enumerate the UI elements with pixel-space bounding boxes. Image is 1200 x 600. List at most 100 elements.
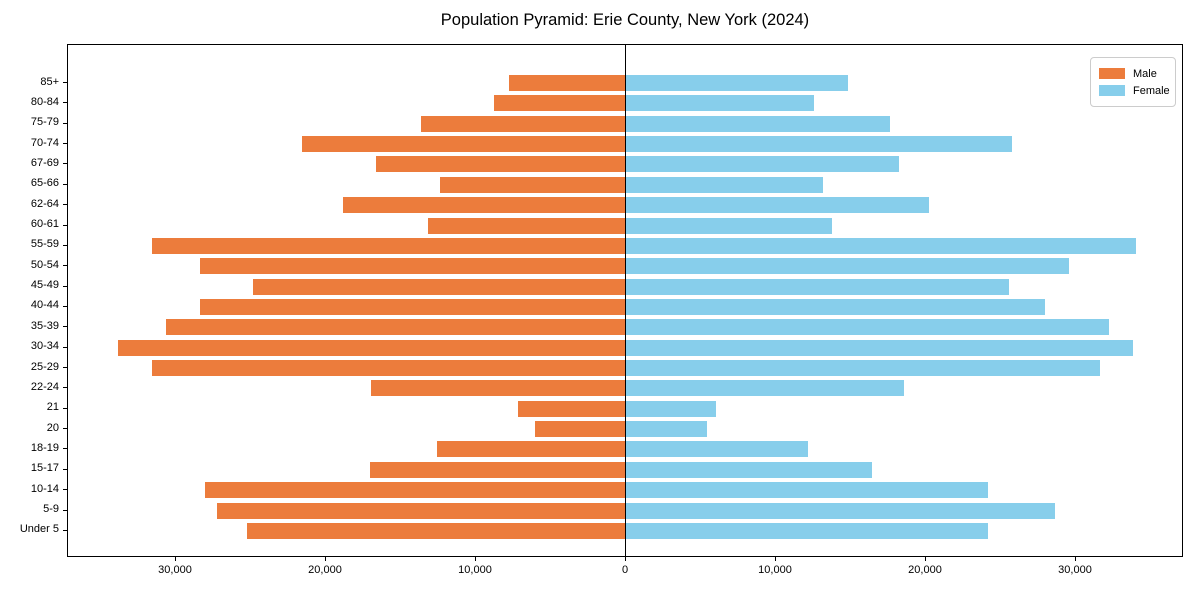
x-tick-10,000 <box>775 557 776 561</box>
female-bar-10-14 <box>626 482 988 499</box>
male-bar-Under 5 <box>246 522 626 539</box>
male-bar-22-24 <box>371 380 626 397</box>
x-label-30,000: 30,000 <box>158 564 192 576</box>
male-bar-65-66 <box>440 176 626 193</box>
legend-row-male: Male <box>1099 65 1167 82</box>
chart-title: Population Pyramid: Erie County, New Yor… <box>440 11 810 29</box>
female-bar-70-74 <box>626 136 1012 153</box>
female-bar-67-69 <box>626 156 899 173</box>
female-bar-35-39 <box>626 319 1109 336</box>
y-label-18-19: 18-19 <box>30 441 59 454</box>
y-tick-5-9 <box>63 509 67 511</box>
x-tick-10,000 <box>475 557 476 561</box>
y-tick-Under 5 <box>63 529 67 531</box>
y-tick-35-39 <box>63 326 67 328</box>
x-tick-20,000 <box>325 557 326 561</box>
male-bar-21 <box>518 400 626 417</box>
y-tick-50-54 <box>63 265 67 267</box>
female-bar-50-54 <box>626 258 1069 275</box>
female-bar-15-17 <box>626 461 872 478</box>
y-label-21: 21 <box>46 401 59 414</box>
female-bar-85+ <box>626 75 848 91</box>
y-label-45-49: 45-49 <box>30 279 59 292</box>
male-bar-67-69 <box>375 156 626 173</box>
legend: Male Female <box>1090 57 1176 107</box>
male-bar-15-17 <box>369 461 626 478</box>
y-label-80-84: 80-84 <box>30 95 59 108</box>
y-tick-65-66 <box>63 183 67 185</box>
male-bar-62-64 <box>342 197 626 214</box>
female-bar-22-24 <box>626 380 904 397</box>
female-bar-80-84 <box>626 95 814 112</box>
male-bar-18-19 <box>437 441 626 458</box>
center-axis-line <box>624 45 627 556</box>
y-tick-80-84 <box>63 102 67 104</box>
y-tick-85+ <box>63 82 67 83</box>
y-tick-30-34 <box>63 346 67 348</box>
y-label-75-79: 75-79 <box>30 116 59 129</box>
x-tick-20,000 <box>925 557 926 561</box>
y-label-20: 20 <box>46 421 59 434</box>
female-bar-18-19 <box>626 441 808 458</box>
female-legend-label: Female <box>1133 84 1170 97</box>
female-bar-40-44 <box>626 298 1045 315</box>
y-tick-15-17 <box>63 468 67 470</box>
male-swatch-icon <box>1099 68 1125 79</box>
y-tick-25-29 <box>63 367 67 369</box>
x-tick-30,000 <box>1075 557 1076 561</box>
female-bar-20 <box>626 421 707 438</box>
male-bar-5-9 <box>216 502 626 519</box>
male-bar-20 <box>534 421 626 438</box>
female-bar-55-59 <box>626 237 1136 254</box>
x-label-20,000: 20,000 <box>308 564 342 576</box>
x-label-10,000: 10,000 <box>758 564 792 576</box>
female-bar-30-34 <box>626 339 1133 356</box>
y-label-40-44: 40-44 <box>30 299 59 312</box>
y-tick-45-49 <box>63 285 67 287</box>
y-label-65-66: 65-66 <box>30 177 59 190</box>
x-label-20,000: 20,000 <box>908 564 942 576</box>
y-tick-21 <box>63 407 67 409</box>
female-bar-21 <box>626 400 716 417</box>
male-bar-30-34 <box>117 339 626 356</box>
y-tick-55-59 <box>63 244 67 246</box>
male-bar-40-44 <box>200 298 626 315</box>
female-bar-62-64 <box>626 197 929 214</box>
y-label-60-61: 60-61 <box>30 218 59 231</box>
y-label-Under 5: Under 5 <box>19 523 59 536</box>
plot-area: Male Female <box>67 44 1183 557</box>
y-label-22-24: 22-24 <box>30 380 59 393</box>
y-tick-20 <box>63 428 67 430</box>
female-bar-5-9 <box>626 502 1055 519</box>
x-label-0: 0 <box>621 564 629 576</box>
male-bar-45-49 <box>252 278 626 295</box>
y-tick-60-61 <box>63 224 67 226</box>
male-bar-10-14 <box>204 482 626 499</box>
female-bar-60-61 <box>626 217 832 234</box>
male-bar-25-29 <box>152 360 626 377</box>
y-label-15-17: 15-17 <box>30 462 59 475</box>
y-label-5-9: 5-9 <box>43 503 59 516</box>
y-tick-40-44 <box>63 305 67 307</box>
x-label-30,000: 30,000 <box>1058 564 1092 576</box>
female-bar-Under 5 <box>626 522 988 539</box>
y-label-85+: 85+ <box>40 75 59 88</box>
y-label-25-29: 25-29 <box>30 360 59 373</box>
y-label-67-69: 67-69 <box>30 156 59 169</box>
y-label-62-64: 62-64 <box>30 197 59 210</box>
male-bar-85+ <box>509 75 626 91</box>
y-tick-10-14 <box>63 489 67 491</box>
female-bar-65-66 <box>626 176 823 193</box>
male-legend-label: Male <box>1133 67 1157 80</box>
y-tick-22-24 <box>63 387 67 389</box>
male-bar-80-84 <box>494 95 626 112</box>
male-bar-60-61 <box>428 217 626 234</box>
y-tick-67-69 <box>63 163 67 165</box>
y-label-30-34: 30-34 <box>30 340 59 353</box>
male-bar-35-39 <box>165 319 626 336</box>
male-bar-55-59 <box>152 237 626 254</box>
y-label-50-54: 50-54 <box>30 258 59 271</box>
female-bar-45-49 <box>626 278 1009 295</box>
y-tick-18-19 <box>63 448 67 450</box>
